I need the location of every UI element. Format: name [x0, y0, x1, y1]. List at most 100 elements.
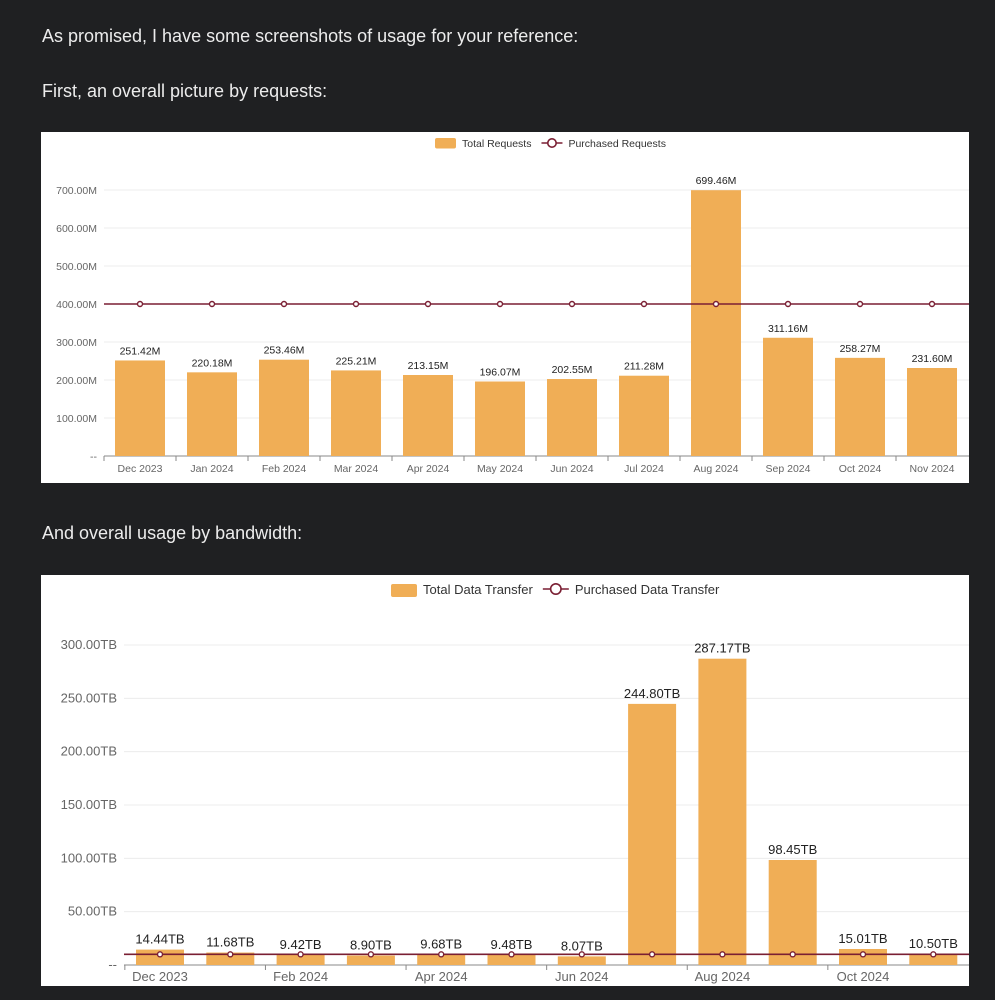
purchased-point	[208, 300, 216, 308]
bar-apr-2024	[403, 375, 453, 456]
message-line-1: As promised, I have some screenshots of …	[42, 26, 579, 46]
bar-apr-2024	[417, 954, 466, 965]
purchased-point	[784, 300, 792, 308]
bar-jan-2024	[187, 372, 237, 456]
x-tick-label: Oct 2024	[839, 463, 882, 475]
x-tick-label: Feb 2024	[273, 969, 328, 984]
purchased-point	[648, 951, 656, 958]
y-tick-label: 400.00M	[56, 299, 97, 311]
purchased-point	[712, 300, 720, 308]
purchased-point	[578, 951, 585, 958]
bar-sep-2024	[763, 337, 813, 456]
x-tick-label: May 2024	[477, 463, 523, 475]
bar-value-label: 258.27M	[840, 343, 881, 355]
bar-value-label: 211.28M	[624, 361, 664, 373]
legend-label-total: Total Requests	[462, 138, 531, 150]
bar-mar-2024	[331, 370, 381, 456]
x-tick-label: Aug 2024	[694, 463, 739, 475]
x-tick-label: Jan 2024	[190, 463, 233, 475]
bar-value-label: 98.45TB	[768, 842, 817, 857]
legend-line-marker	[546, 138, 557, 148]
x-tick-label: Oct 2024	[837, 969, 890, 984]
legend-bar-swatch	[435, 138, 456, 149]
bar-value-label: 202.55M	[552, 364, 593, 376]
bar-value-label: 8.90TB	[350, 938, 392, 953]
purchased-point	[297, 951, 304, 958]
purchased-point	[568, 300, 576, 308]
purchased-point	[508, 951, 515, 958]
bar-jun-2024	[547, 379, 597, 456]
bar-jul-2024	[619, 375, 669, 456]
legend-bar-swatch	[391, 584, 417, 597]
purchased-point	[928, 300, 936, 308]
requests-chart: -- 100.00M 200.00M 300.00M 400.00M 500.00M 600…	[41, 132, 969, 483]
y-tick-label: --	[90, 451, 97, 463]
purchased-point	[227, 951, 234, 958]
bar-value-label: 15.01TB	[838, 931, 887, 946]
bar-value-label: 220.18M	[192, 357, 233, 369]
bar-jan-2024	[206, 952, 255, 965]
y-tick-label: 200.00TB	[61, 744, 117, 759]
purchased-point	[438, 951, 445, 958]
x-tick-label: Sep 2024	[766, 463, 811, 475]
x-tick-label: Apr 2024	[415, 969, 468, 984]
purchased-point	[352, 300, 360, 308]
bar-mar-2024	[346, 955, 395, 965]
bar-feb-2024	[259, 359, 309, 456]
y-tick-label: 300.00TB	[61, 637, 117, 652]
purchased-point	[859, 951, 867, 958]
x-tick-label: Dec 2023	[118, 463, 163, 475]
bar-jun-2024	[557, 956, 606, 965]
y-tick-label: 200.00M	[56, 375, 97, 387]
purchased-point	[789, 951, 796, 958]
y-tick-label: 600.00M	[56, 223, 97, 235]
bar-value-label: 287.17TB	[694, 641, 750, 656]
bar-nov-2024	[907, 367, 957, 456]
legend-label-total: Total Data Transfer	[423, 582, 533, 597]
bar-aug-2024	[691, 190, 741, 456]
purchased-point	[367, 951, 375, 958]
message-line-3: And overall usage by bandwidth:	[42, 523, 303, 543]
x-tick-label: Dec 2023	[132, 969, 188, 984]
purchased-point	[280, 300, 288, 308]
y-tick-label: 700.00M	[56, 185, 97, 197]
bar-value-label: 244.80TB	[624, 686, 680, 701]
y-tick-label: 100.00M	[56, 413, 97, 425]
bar-value-label: 231.60M	[912, 353, 953, 365]
purchased-point	[156, 951, 164, 958]
y-tick-label: 150.00TB	[61, 797, 117, 812]
message-line-2: First, an overall picture by requests:	[42, 81, 328, 101]
y-tick-label: 50.00TB	[68, 904, 117, 919]
bar-jul-2024	[628, 703, 677, 965]
purchased-point	[496, 300, 504, 308]
bar-value-label: 213.15M	[408, 360, 449, 372]
bar-may-2024	[475, 381, 525, 456]
bar-sep-2024	[768, 859, 817, 965]
bar-oct-2024	[835, 357, 885, 456]
purchased-point	[719, 951, 726, 958]
bar-value-label: 311.16M	[768, 323, 808, 335]
y-tick-label: 500.00M	[56, 261, 97, 273]
bar-value-label: 8.07TB	[561, 938, 603, 953]
legend-line-marker	[549, 583, 562, 595]
legend-label-purchased: Purchased Data Transfer	[575, 582, 720, 597]
purchased-point	[640, 300, 648, 308]
bar-aug-2024	[698, 658, 747, 965]
x-tick-label: Mar 2024	[334, 463, 379, 475]
bar-value-label: 9.48TB	[491, 937, 533, 952]
x-tick-label: Feb 2024	[262, 463, 307, 475]
purchased-point	[424, 300, 432, 308]
bar-nov-2024	[909, 953, 958, 965]
x-tick-label: Nov 2024	[910, 463, 955, 475]
requests-chart-svg: -- 100.00M 200.00M 300.00M 400.00M 500.00M 600…	[56, 138, 969, 475]
bar-may-2024	[487, 954, 536, 965]
bar-value-label: 225.21M	[336, 355, 377, 367]
y-tick-label: 100.00TB	[61, 850, 117, 865]
bar-value-label: 699.46M	[696, 175, 737, 187]
x-tick-label: Jun 2024	[550, 463, 593, 475]
y-tick-label: 300.00M	[56, 337, 97, 349]
bar-value-label: 14.44TB	[135, 932, 184, 947]
y-tick-label: --	[108, 957, 117, 972]
bar-value-label: 196.07M	[480, 366, 521, 378]
purchased-point	[136, 300, 144, 308]
